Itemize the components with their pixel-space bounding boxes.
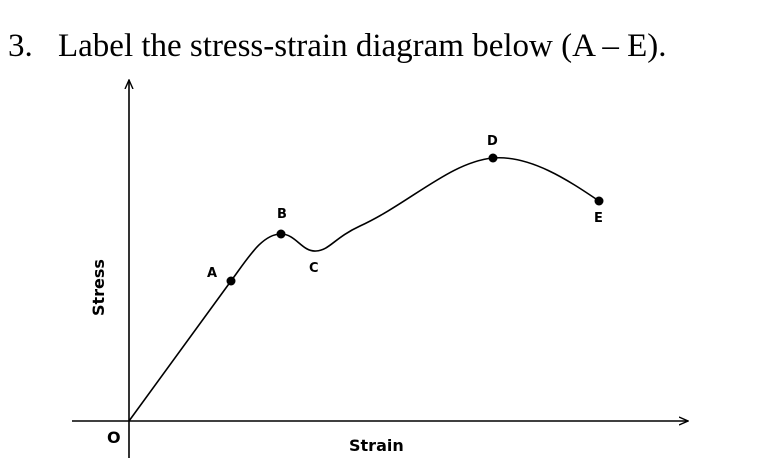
x-axis-label: Strain xyxy=(349,436,404,455)
question-prompt: 3. Label the stress-strain diagram below … xyxy=(8,26,667,66)
point-b-marker xyxy=(276,229,286,239)
point-c-label: C xyxy=(309,261,319,276)
point-d-marker xyxy=(488,153,498,163)
point-d-label: D xyxy=(487,134,498,149)
point-e-marker xyxy=(594,196,604,206)
stress-strain-curve xyxy=(128,157,600,422)
question-number: 3. xyxy=(8,28,33,64)
point-b-label: B xyxy=(277,207,287,222)
point-a-label: A xyxy=(207,266,217,281)
question-text: Label the stress-strain diagram below (A… xyxy=(58,28,667,64)
origin-label: O xyxy=(107,428,121,447)
point-e-label: E xyxy=(594,211,603,226)
point-a-marker xyxy=(226,276,236,286)
y-axis-label: Stress xyxy=(89,259,108,316)
